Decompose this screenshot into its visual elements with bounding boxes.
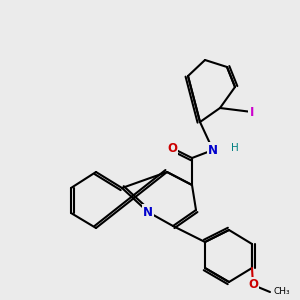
Text: N: N bbox=[208, 143, 218, 157]
Text: I: I bbox=[250, 106, 254, 118]
Text: O: O bbox=[248, 278, 258, 292]
Text: O: O bbox=[167, 142, 177, 154]
Text: N: N bbox=[143, 206, 153, 218]
Text: CH₃: CH₃ bbox=[274, 287, 291, 296]
Text: H: H bbox=[231, 143, 239, 153]
